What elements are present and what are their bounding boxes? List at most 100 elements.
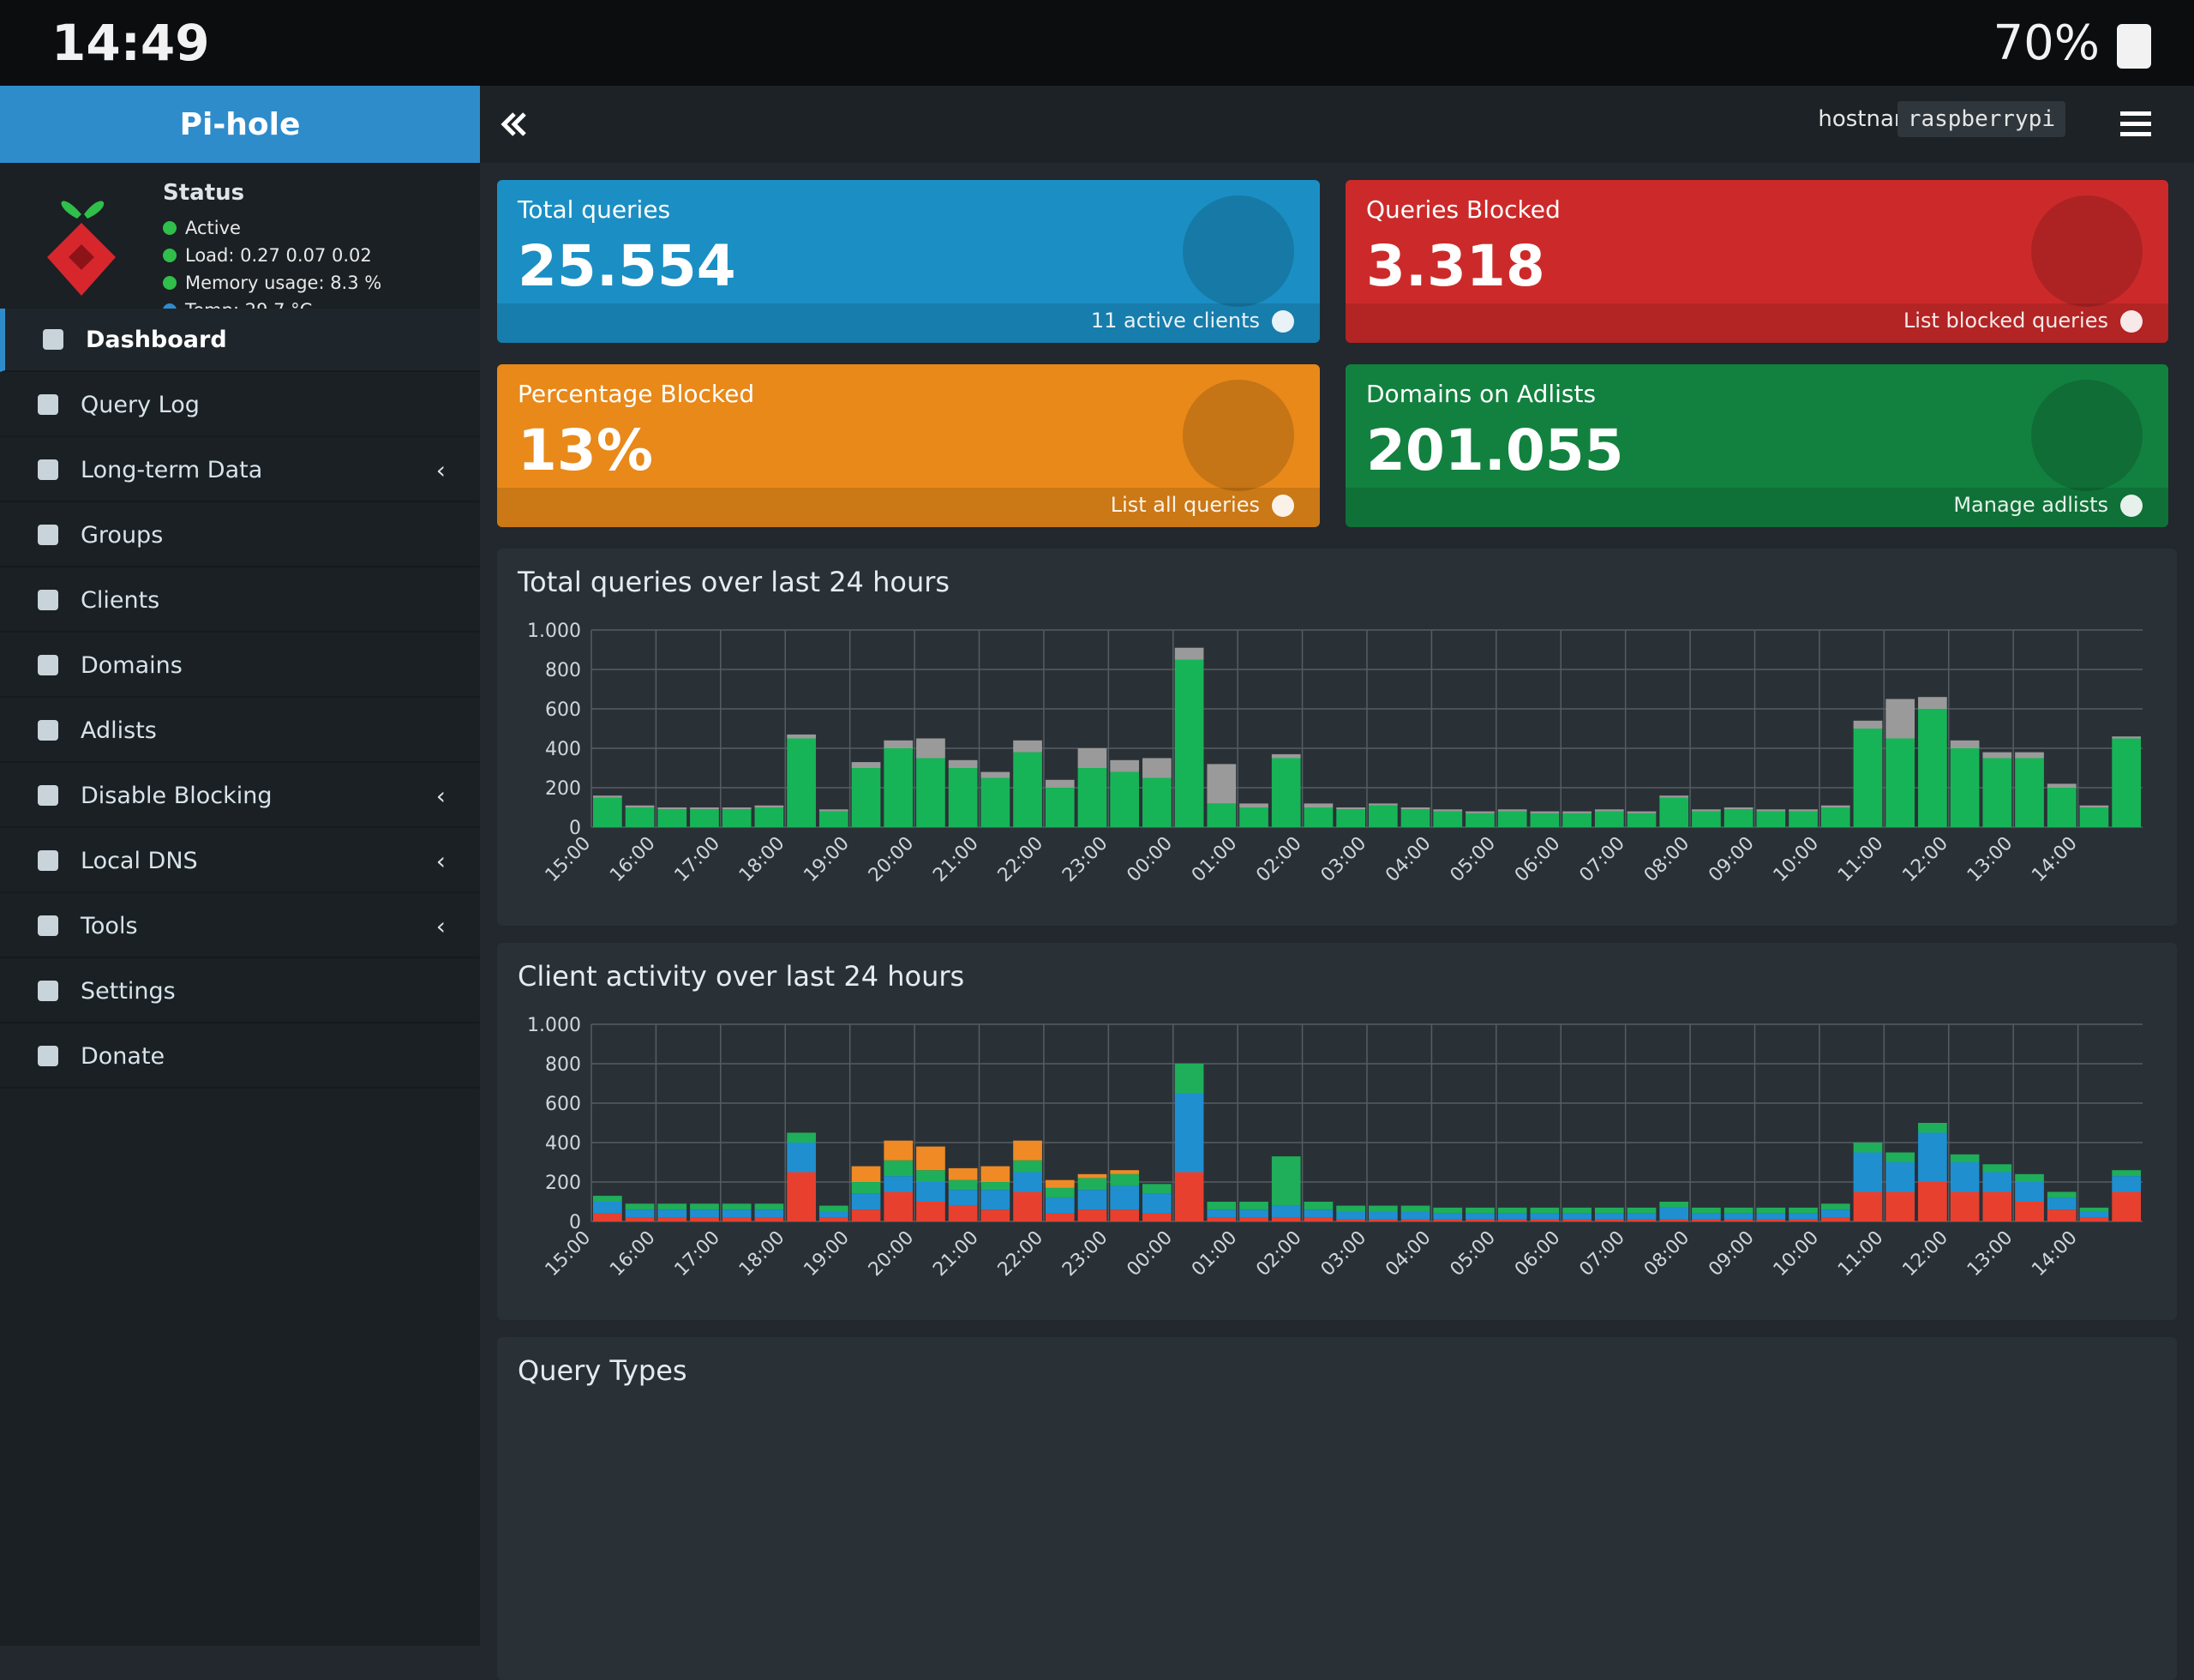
bar xyxy=(1692,809,1721,812)
bar xyxy=(690,1217,719,1221)
bar xyxy=(1336,1211,1365,1220)
y-tick-label: 1.000 xyxy=(527,621,581,642)
status-dot xyxy=(163,221,177,235)
bar xyxy=(1982,1191,2012,1221)
chart-panel: Total queries over last 24 hours 0 200 400 6… xyxy=(497,549,2177,926)
y-tick-label: 600 xyxy=(545,699,581,721)
bar xyxy=(1400,807,1430,810)
bar xyxy=(787,1132,816,1143)
bar xyxy=(1174,1172,1204,1221)
bar xyxy=(1239,803,1268,807)
bar xyxy=(980,1182,1010,1191)
x-tick-label: 13:00 xyxy=(1963,833,2017,887)
menu-item[interactable]: Domains xyxy=(0,634,480,698)
bar xyxy=(1336,1219,1365,1221)
card-link[interactable]: 11 active clients xyxy=(1090,309,1260,333)
menu-item[interactable]: Disable Blocking ‹ xyxy=(0,765,480,828)
x-tick-label: 05:00 xyxy=(1447,833,1501,887)
bar xyxy=(1885,1191,1915,1221)
menu-item[interactable]: Local DNS ‹ xyxy=(0,830,480,893)
card-title: Percentage Blocked xyxy=(518,380,755,408)
x-tick-label: 20:00 xyxy=(865,833,919,887)
bar xyxy=(690,1203,719,1210)
bar xyxy=(1142,758,1172,778)
bar xyxy=(722,1209,752,1218)
sidebar-toggle[interactable] xyxy=(497,107,531,141)
bar xyxy=(1433,809,1463,812)
menu-label: Query Log xyxy=(81,391,200,418)
stat-card: Percentage Blocked 13% List all queries xyxy=(497,364,1320,527)
battery-level: 70% xyxy=(1993,15,2100,71)
bar xyxy=(948,768,978,827)
menu-item[interactable]: Dashboard xyxy=(0,309,480,372)
clock: 14:49 xyxy=(51,14,210,72)
bar xyxy=(1336,807,1365,810)
bar xyxy=(948,1179,978,1191)
bar xyxy=(1497,1213,1527,1220)
card-link[interactable]: Manage adlists xyxy=(1953,493,2108,517)
menu-icon xyxy=(38,655,58,675)
bar xyxy=(1692,1207,1721,1214)
hostname: raspberrypi xyxy=(1897,101,2065,137)
bar xyxy=(1207,1217,1237,1221)
menu-item[interactable]: Donate xyxy=(0,1025,480,1089)
stat-card: Total queries 25.554 11 active clients xyxy=(497,180,1320,343)
bar xyxy=(1271,1217,1301,1221)
bar xyxy=(2079,1211,2109,1218)
bar xyxy=(1756,1207,1786,1214)
x-tick-label: 16:00 xyxy=(606,1227,660,1281)
card-link[interactable]: List all queries xyxy=(1110,493,1260,517)
pihole-logo xyxy=(47,201,116,296)
card-icon xyxy=(1183,195,1294,307)
bar xyxy=(1562,1213,1592,1220)
bar xyxy=(787,1172,816,1221)
card-value: 3.318 xyxy=(1366,233,1545,299)
bar xyxy=(851,768,881,827)
bar xyxy=(818,1211,848,1218)
y-tick-label: 600 xyxy=(545,1094,581,1115)
bar xyxy=(1497,1207,1527,1214)
bar xyxy=(916,1170,945,1182)
bar xyxy=(1723,1213,1753,1220)
status-dot xyxy=(163,276,177,290)
menu-icon xyxy=(38,590,58,610)
submenu-arrow: ‹ xyxy=(435,846,446,875)
menu-item[interactable]: Settings xyxy=(0,960,480,1023)
x-tick-label: 08:00 xyxy=(1640,1227,1694,1281)
bar xyxy=(2112,1176,2141,1192)
bar xyxy=(1271,753,1301,759)
menu-item[interactable]: Groups xyxy=(0,504,480,567)
bar xyxy=(1013,752,1042,827)
bar xyxy=(2079,1217,2109,1221)
card-value: 13% xyxy=(518,417,653,483)
card-title: Total queries xyxy=(518,195,671,224)
bar xyxy=(1239,1209,1268,1218)
bar xyxy=(916,1146,945,1171)
menu-button[interactable] xyxy=(2120,110,2151,139)
stat-card: Queries Blocked 3.318 List blocked queries xyxy=(1346,180,2168,343)
x-tick-label: 10:00 xyxy=(1770,833,1824,887)
bar xyxy=(1789,1213,1818,1220)
submenu-arrow: ‹ xyxy=(435,455,446,484)
menu-label: Domains xyxy=(81,651,183,679)
bar xyxy=(787,734,816,739)
brand-logo[interactable]: Pi-hole xyxy=(0,86,480,163)
bar xyxy=(593,1202,622,1214)
bar xyxy=(1982,1172,2012,1192)
bar xyxy=(818,1217,848,1221)
submenu-arrow: ‹ xyxy=(435,781,446,810)
bar xyxy=(1756,811,1786,827)
bar xyxy=(1239,1217,1268,1221)
menu-item[interactable]: Long-term Data ‹ xyxy=(0,439,480,502)
status-text: Load: 0.27 0.07 0.02 xyxy=(185,245,372,266)
menu-item[interactable]: Query Log xyxy=(0,374,480,437)
menu-item[interactable]: Clients xyxy=(0,569,480,633)
bar xyxy=(722,1217,752,1221)
bar xyxy=(1950,748,1980,827)
bar xyxy=(851,762,881,768)
card-link[interactable]: List blocked queries xyxy=(1903,309,2108,333)
bar xyxy=(1369,803,1398,806)
menu-item[interactable]: Adlists xyxy=(0,699,480,763)
bar xyxy=(1466,1219,1495,1221)
menu-item[interactable]: Tools ‹ xyxy=(0,895,480,958)
